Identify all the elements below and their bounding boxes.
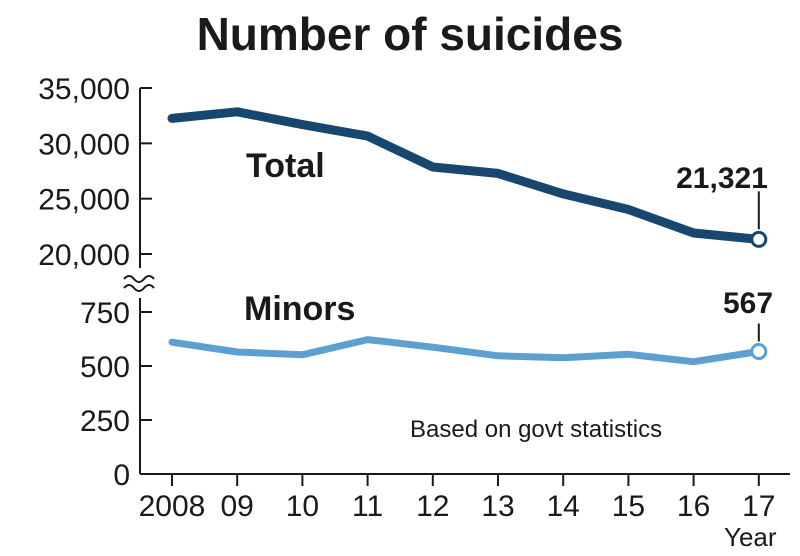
y-tick-label: 20,000 [38,239,130,272]
end-point-marker [750,230,768,248]
x-tick-label: 16 [677,490,710,523]
y-tick-label: 500 [80,351,130,384]
series-label-minors: Minors [244,290,355,328]
series-label-total: Total [246,147,325,185]
x-tick-label: 17 [742,490,775,523]
x-axis-label: Year [724,522,777,552]
series-line-minors [168,336,763,366]
source-note: Based on govt statistics [410,416,662,443]
y-tick-label: 25,000 [38,184,130,217]
axes [123,88,790,475]
x-tick-label: 15 [612,490,645,523]
y-tick-label: 250 [80,405,130,438]
y-tick-label: 30,000 [38,128,130,161]
y-tick-label: 35,000 [38,73,130,106]
end-label-minors: 567 [723,287,773,320]
end-point-marker [750,343,768,361]
x-ticks: 2008 09 10 11 12 13 14 15 16 17 [139,474,775,523]
x-tick-label: 10 [286,490,319,523]
end-label-total: 21,321 [676,162,768,195]
x-tick-label: 2008 [139,490,206,523]
y-tick-label: 0 [113,459,130,492]
series-line-total [167,107,764,244]
upper-y-ticks: 35,000 30,000 25,000 20,000 [38,73,152,272]
x-tick-label: 13 [481,490,514,523]
x-tick-label: 11 [352,490,383,523]
y-tick-label: 750 [80,297,130,330]
x-tick-label: 09 [221,490,254,523]
lower-y-ticks: 750 500 250 0 [80,297,152,492]
x-tick-label: 12 [416,490,449,523]
x-tick-label: 14 [547,490,580,523]
chart-title: Number of suicides [197,8,624,60]
axis-break-icon [123,275,155,292]
series-layer [167,107,768,366]
